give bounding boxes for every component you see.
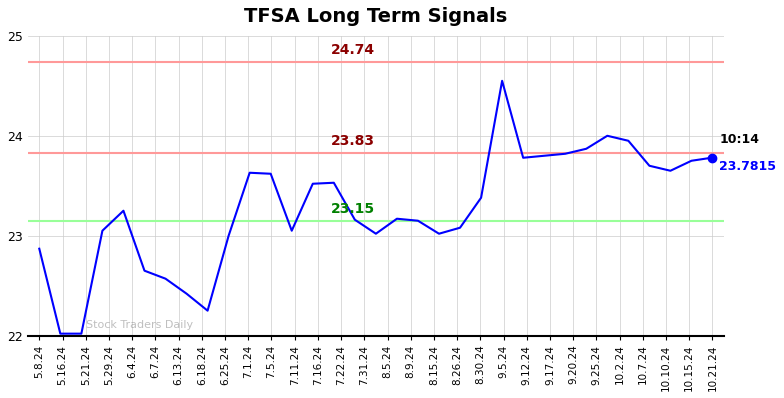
Text: 24.74: 24.74 [331,43,375,57]
Text: Stock Traders Daily: Stock Traders Daily [85,320,193,330]
Text: 23.15: 23.15 [331,202,375,216]
Text: 10:14: 10:14 [720,133,760,146]
Title: TFSA Long Term Signals: TFSA Long Term Signals [245,7,507,26]
Text: 23.7815: 23.7815 [720,160,776,173]
Text: 23.83: 23.83 [331,134,375,148]
